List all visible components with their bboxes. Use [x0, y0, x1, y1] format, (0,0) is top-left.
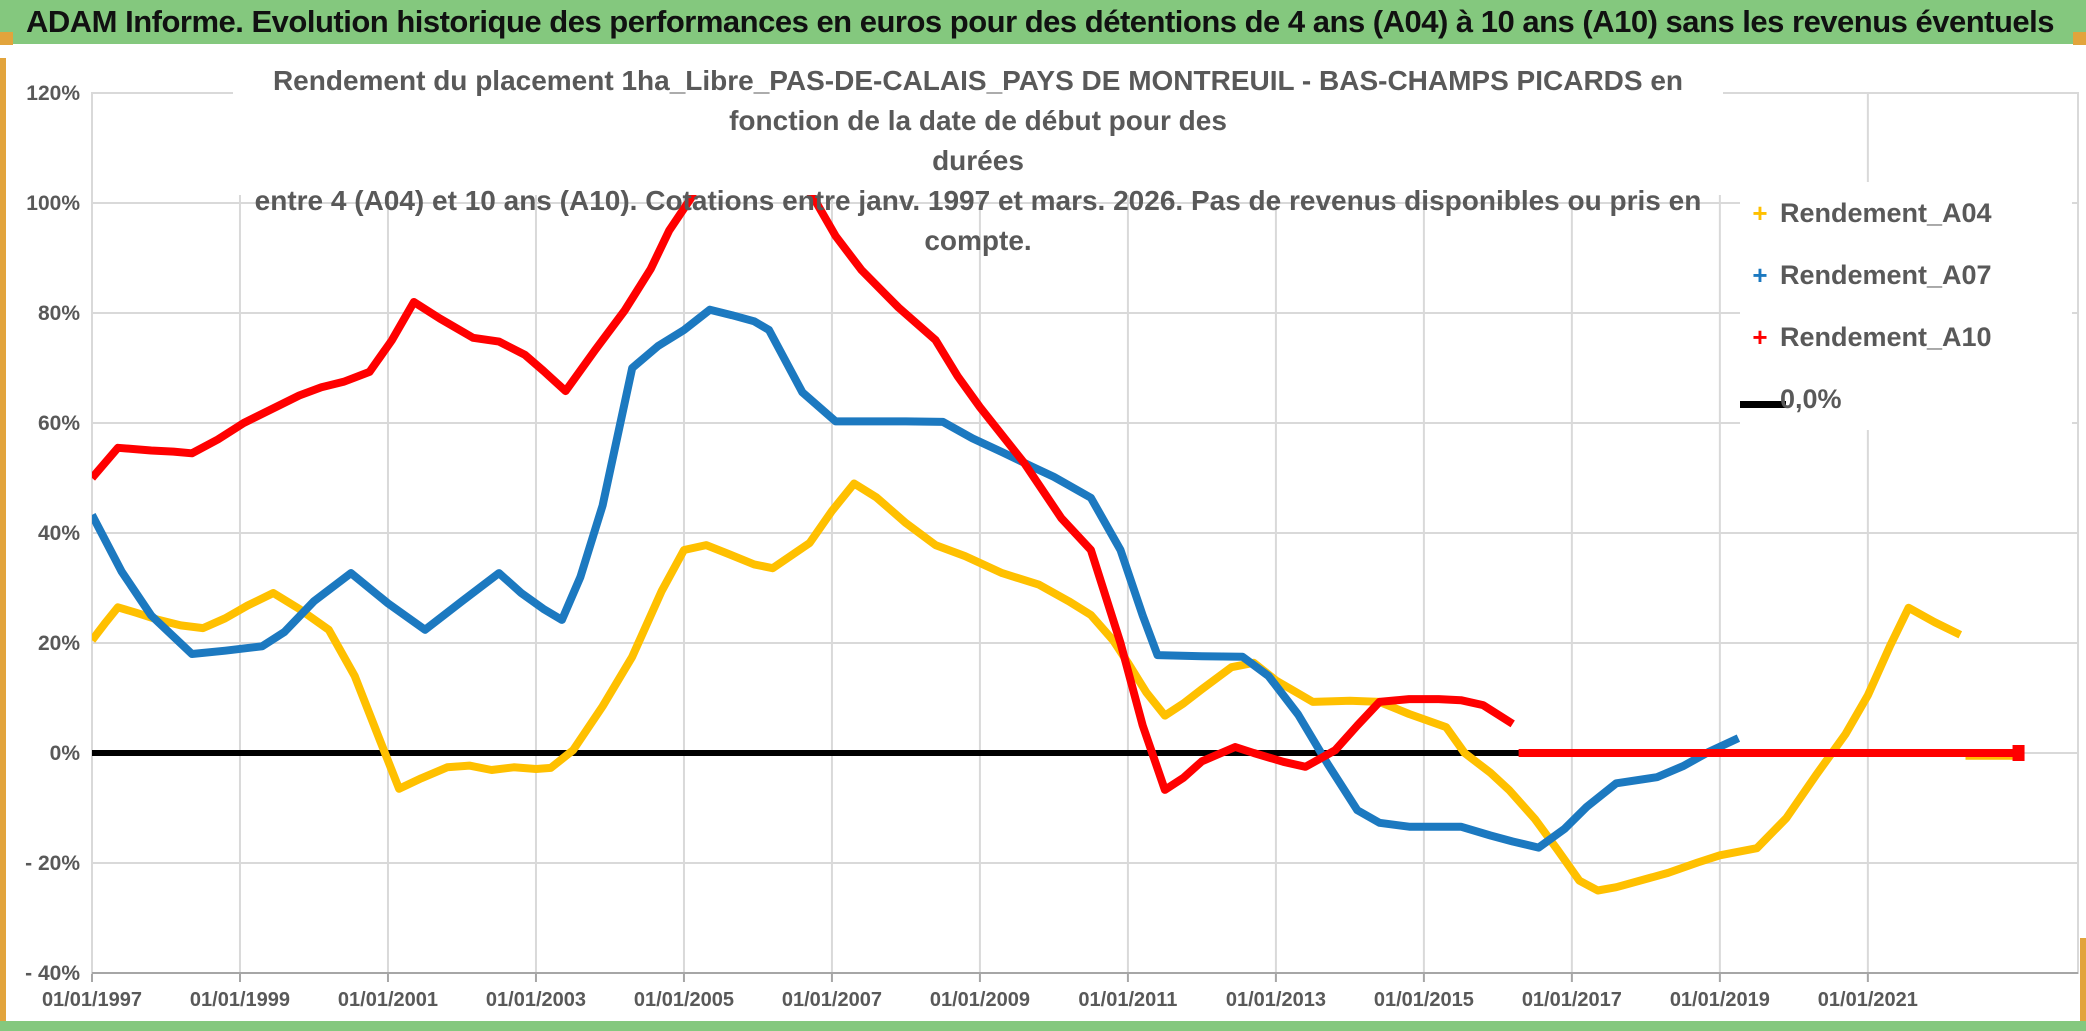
- plus-marker-icon: +: [1752, 259, 1768, 290]
- gold-corner-right: [2073, 32, 2086, 45]
- chart-legend: + Rendement_A04 + Rendement_A07 + Rendem…: [1740, 182, 2072, 430]
- svg-text:01/01/2005: 01/01/2005: [634, 989, 734, 1011]
- chart-title-line-2: durées: [932, 145, 1024, 176]
- chart-title-line-1: Rendement du placement 1ha_Libre_PAS-DE-…: [272, 65, 1684, 136]
- header-bar: ADAM Informe. Evolution historique des p…: [0, 0, 2086, 44]
- svg-text:01/01/2007: 01/01/2007: [782, 989, 882, 1011]
- svg-text:01/01/2003: 01/01/2003: [486, 989, 586, 1011]
- page-title: ADAM Informe. Evolution historique des p…: [26, 4, 2055, 39]
- svg-text:100%: 100%: [26, 192, 80, 215]
- svg-text:- 20%: - 20%: [25, 852, 80, 875]
- svg-text:01/01/2009: 01/01/2009: [930, 989, 1030, 1011]
- legend-label: Rendement_A10: [1780, 321, 1992, 352]
- svg-text:40%: 40%: [38, 522, 80, 545]
- svg-text:01/01/2017: 01/01/2017: [1522, 989, 1622, 1011]
- legend-label: Rendement_A04: [1780, 197, 1992, 228]
- plus-marker-icon: +: [1752, 321, 1768, 352]
- svg-text:0%: 0%: [50, 742, 81, 765]
- green-bottom-bar: [0, 1021, 2086, 1031]
- svg-text:80%: 80%: [38, 302, 80, 325]
- svg-text:- 40%: - 40%: [25, 962, 80, 985]
- gold-corner-left: [0, 32, 13, 45]
- svg-text:01/01/1997: 01/01/1997: [42, 989, 142, 1011]
- gold-edge-right: [2080, 938, 2086, 1021]
- plus-marker-icon: +: [1752, 197, 1768, 228]
- svg-text:01/01/1999: 01/01/1999: [190, 989, 290, 1011]
- svg-text:01/01/2019: 01/01/2019: [1670, 989, 1770, 1011]
- legend-item-a07: + Rendement_A07: [1740, 244, 2072, 306]
- svg-text:01/01/2015: 01/01/2015: [1374, 989, 1474, 1011]
- chart-title-line-3: entre 4 (A04) et 10 ans (A10). Cotations…: [254, 185, 1702, 256]
- legend-item-a04: + Rendement_A04: [1740, 182, 2072, 244]
- zero-line-swatch: [1740, 384, 1786, 415]
- svg-text:60%: 60%: [38, 412, 80, 435]
- svg-text:01/01/2013: 01/01/2013: [1226, 989, 1326, 1011]
- legend-label: Rendement_A07: [1780, 259, 1992, 290]
- svg-text:01/01/2001: 01/01/2001: [338, 989, 438, 1011]
- legend-label: 0,0%: [1780, 383, 1842, 414]
- legend-item-a10: + Rendement_A10: [1740, 306, 2072, 368]
- legend-item-zero: 0,0%: [1740, 368, 2072, 430]
- svg-text:120%: 120%: [26, 82, 80, 105]
- svg-text:20%: 20%: [38, 632, 80, 655]
- gold-edge-left: [0, 58, 6, 1021]
- svg-text:01/01/2021: 01/01/2021: [1818, 989, 1918, 1011]
- chart-title: Rendement du placement 1ha_Libre_PAS-DE-…: [233, 57, 1723, 256]
- svg-text:01/01/2011: 01/01/2011: [1078, 989, 1177, 1011]
